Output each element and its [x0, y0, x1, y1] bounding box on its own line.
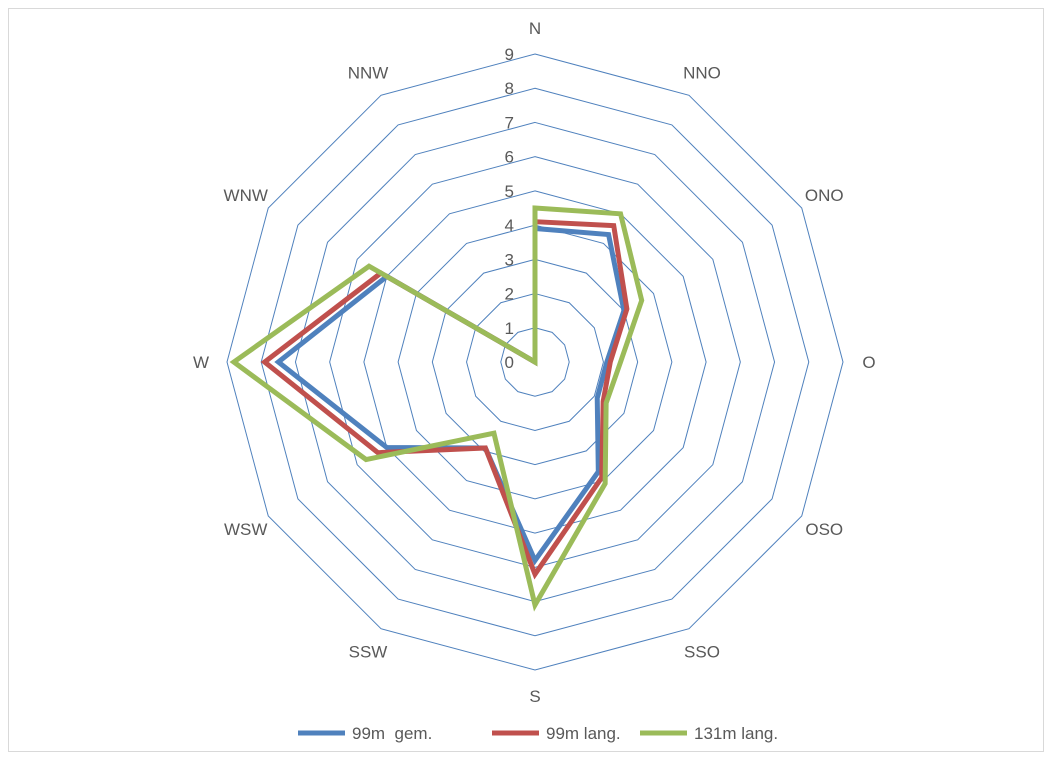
data-point: [641, 299, 643, 301]
radial-tick-label: 1: [505, 319, 514, 338]
data-point: [264, 361, 266, 363]
data-point: [608, 234, 610, 236]
data-point: [534, 207, 536, 209]
direction-label: SSW: [349, 642, 388, 661]
data-point: [534, 604, 536, 606]
legend-label: 99m lang.: [546, 724, 621, 743]
legend-entry: 99m lang.: [492, 724, 621, 743]
radar-series: [229, 205, 645, 612]
direction-label: NNO: [683, 64, 721, 83]
radial-tick-label: 6: [505, 148, 514, 167]
direction-label: WNW: [224, 186, 268, 205]
data-point: [620, 213, 622, 215]
data-point: [602, 400, 604, 402]
data-point: [368, 265, 370, 267]
direction-label: NNW: [348, 64, 389, 83]
data-point: [596, 397, 598, 399]
data-point: [597, 471, 599, 473]
data-point: [534, 559, 536, 561]
data-point: [620, 361, 622, 363]
data-point: [609, 361, 611, 363]
data-point: [493, 432, 495, 434]
data-point: [613, 225, 615, 227]
radial-tick-label: 2: [505, 285, 514, 304]
direction-labels: N NNO ONO O OSO SSO S SSW WSW W WNW NNW: [193, 19, 876, 706]
data-point: [534, 573, 536, 575]
grid-ring-9: [226, 53, 844, 671]
radial-tick-labels: 0 1 2 3 4 5 6 7 8 9: [505, 45, 514, 372]
radial-tick-label: 7: [505, 113, 514, 132]
chart-frame: [8, 8, 1044, 752]
radial-tick-label: 9: [505, 45, 514, 64]
radial-tick-label: 5: [505, 182, 514, 201]
series-3: [229, 205, 645, 612]
direction-label: S: [529, 687, 540, 706]
direction-label: W: [193, 353, 209, 372]
direction-label: ONO: [805, 186, 844, 205]
direction-label: SSO: [684, 642, 720, 661]
series-line: [229, 205, 645, 612]
data-point: [606, 361, 608, 363]
data-point: [365, 459, 367, 461]
legend-label: 99m gem.: [352, 724, 432, 743]
chart-legend: 99m gem. 99m lang. 131m lang.: [298, 724, 778, 743]
radial-tick-label: 4: [505, 216, 514, 235]
data-point: [277, 361, 279, 363]
direction-label: N: [529, 19, 541, 38]
radial-tick-label: 3: [505, 250, 514, 269]
data-point: [377, 452, 379, 454]
data-point: [484, 447, 486, 449]
data-point: [534, 361, 536, 363]
direction-label: O: [862, 353, 875, 372]
data-point: [233, 361, 235, 363]
direction-label: OSO: [805, 520, 843, 539]
radial-tick-label: 0: [505, 353, 514, 372]
legend-entry: 99m gem.: [298, 724, 432, 743]
radial-tick-label: 8: [505, 79, 514, 98]
legend-label: 131m lang.: [694, 724, 778, 743]
data-point: [601, 477, 603, 479]
data-point: [626, 308, 628, 310]
data-point: [386, 447, 388, 449]
grid-ring-8: [260, 87, 810, 637]
data-point: [605, 402, 607, 404]
legend-entry: 131m lang.: [640, 724, 778, 743]
direction-label: WSW: [224, 520, 267, 539]
grid-ring-6: [329, 156, 741, 568]
data-point: [604, 483, 606, 485]
